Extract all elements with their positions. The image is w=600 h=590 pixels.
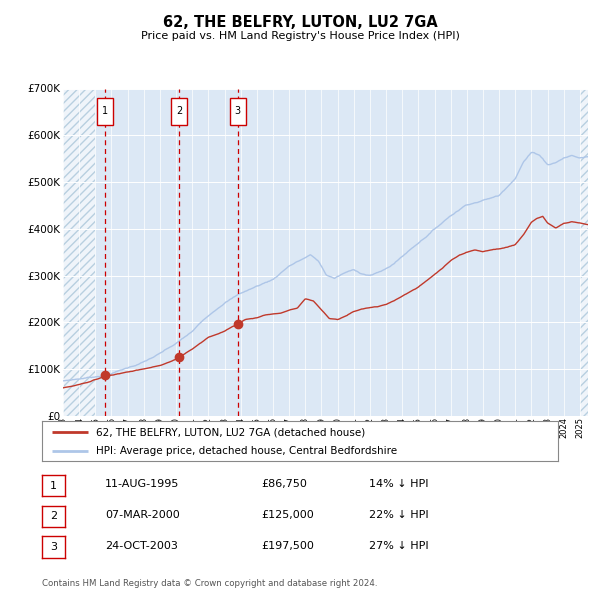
Text: 3: 3 bbox=[235, 106, 241, 116]
Bar bbox=[63, 88, 95, 416]
FancyBboxPatch shape bbox=[97, 98, 113, 125]
Text: Price paid vs. HM Land Registry's House Price Index (HPI): Price paid vs. HM Land Registry's House … bbox=[140, 31, 460, 41]
FancyBboxPatch shape bbox=[171, 98, 187, 125]
Text: 2: 2 bbox=[176, 106, 182, 116]
Bar bbox=[580, 88, 588, 416]
Bar bbox=[580, 88, 588, 416]
Text: Contains HM Land Registry data © Crown copyright and database right 2024.
This d: Contains HM Land Registry data © Crown c… bbox=[42, 579, 377, 590]
Text: £86,750: £86,750 bbox=[261, 480, 307, 489]
Text: 3: 3 bbox=[50, 542, 57, 552]
Text: £125,000: £125,000 bbox=[261, 510, 314, 520]
Text: £197,500: £197,500 bbox=[261, 541, 314, 550]
Text: 07-MAR-2000: 07-MAR-2000 bbox=[105, 510, 180, 520]
Text: 14% ↓ HPI: 14% ↓ HPI bbox=[369, 480, 428, 489]
Text: 27% ↓ HPI: 27% ↓ HPI bbox=[369, 541, 428, 550]
Text: 1: 1 bbox=[50, 481, 57, 490]
Text: HPI: Average price, detached house, Central Bedfordshire: HPI: Average price, detached house, Cent… bbox=[96, 447, 397, 456]
Text: 1: 1 bbox=[102, 106, 108, 116]
Text: 2: 2 bbox=[50, 512, 57, 521]
Text: 11-AUG-1995: 11-AUG-1995 bbox=[105, 480, 179, 489]
Text: 62, THE BELFRY, LUTON, LU2 7GA (detached house): 62, THE BELFRY, LUTON, LU2 7GA (detached… bbox=[96, 427, 365, 437]
Text: 24-OCT-2003: 24-OCT-2003 bbox=[105, 541, 178, 550]
Bar bbox=[63, 88, 95, 416]
FancyBboxPatch shape bbox=[230, 98, 245, 125]
Text: 22% ↓ HPI: 22% ↓ HPI bbox=[369, 510, 428, 520]
Text: 62, THE BELFRY, LUTON, LU2 7GA: 62, THE BELFRY, LUTON, LU2 7GA bbox=[163, 15, 437, 30]
